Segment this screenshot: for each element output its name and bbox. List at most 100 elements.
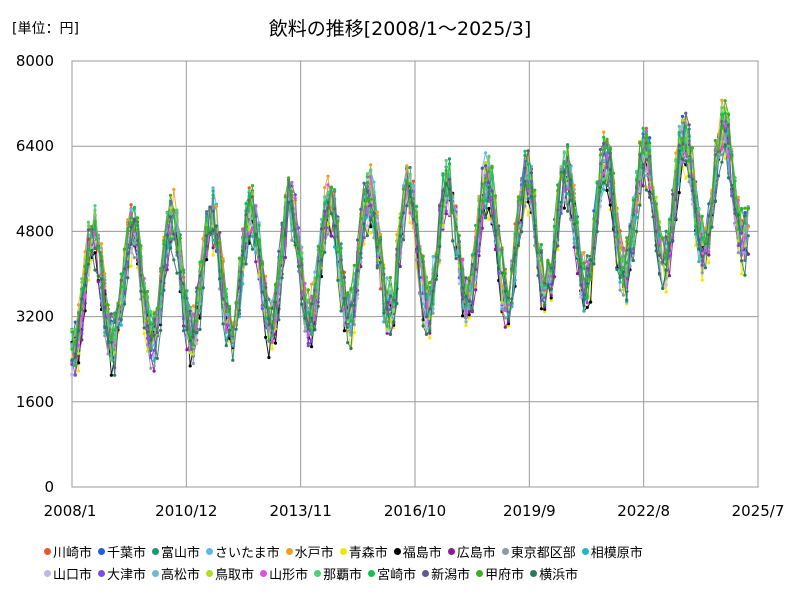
- series-point: [333, 188, 337, 192]
- series-point: [119, 318, 123, 322]
- series-point: [411, 217, 415, 221]
- series-point: [375, 219, 379, 223]
- series-point: [674, 151, 678, 155]
- legend-marker: [393, 547, 401, 555]
- series-point: [122, 302, 127, 306]
- series-point: [467, 276, 471, 280]
- x-tick-label: 2025/7: [732, 502, 785, 520]
- legend-item: 相模原市: [581, 542, 643, 561]
- series-point: [162, 288, 166, 292]
- series-point: [165, 263, 169, 267]
- series-point: [408, 182, 412, 186]
- series-point: [352, 331, 356, 335]
- series-point: [618, 233, 622, 237]
- series-point: [323, 209, 327, 213]
- series-point: [303, 297, 307, 302]
- series-point: [690, 177, 695, 181]
- series-point: [493, 229, 497, 233]
- series-point: [556, 248, 560, 252]
- series-point: [723, 124, 727, 128]
- series-point: [293, 243, 297, 247]
- series-point: [585, 296, 589, 300]
- series-point: [323, 216, 327, 220]
- series-point: [625, 298, 629, 302]
- series-point: [152, 369, 156, 373]
- series-point: [477, 219, 481, 223]
- series-point: [365, 234, 369, 238]
- series-point: [549, 287, 553, 291]
- legend-marker: [98, 569, 106, 577]
- series-point: [608, 168, 612, 172]
- series-point: [644, 188, 649, 192]
- series-point: [155, 306, 159, 310]
- series-point: [198, 309, 202, 313]
- series-point: [621, 257, 626, 261]
- series-point: [195, 331, 199, 335]
- series-point: [277, 276, 281, 280]
- series-point: [162, 265, 166, 269]
- series-point: [270, 340, 274, 344]
- series-point: [93, 251, 97, 255]
- series-point: [270, 333, 274, 338]
- series-point: [598, 185, 603, 189]
- series-point: [185, 325, 189, 329]
- series-point: [595, 180, 599, 184]
- series-point: [615, 267, 619, 271]
- legend-marker: [206, 569, 214, 577]
- series-point: [723, 129, 727, 133]
- series-point: [83, 250, 87, 254]
- series-point: [369, 163, 373, 167]
- series-point: [447, 157, 452, 161]
- legend-label: 広島市: [456, 545, 496, 561]
- series-point: [175, 250, 179, 254]
- series-point: [497, 267, 501, 271]
- legend-label: 千葉市: [107, 545, 147, 561]
- series-point: [106, 339, 110, 343]
- series-point: [441, 173, 445, 177]
- series-point: [382, 311, 386, 315]
- series-point: [310, 345, 314, 349]
- series-point: [585, 260, 589, 264]
- series-point: [674, 216, 678, 220]
- series-point: [339, 242, 343, 246]
- series-point: [467, 310, 471, 314]
- legend-label: 東京都区部: [510, 545, 576, 561]
- series-point: [529, 194, 534, 199]
- series-point: [687, 159, 691, 163]
- series-point: [388, 276, 392, 280]
- series-point: [644, 126, 649, 130]
- series-point: [106, 352, 110, 356]
- series-point: [99, 277, 104, 281]
- series-point: [165, 233, 169, 237]
- series-point: [431, 307, 435, 311]
- series-point: [703, 266, 708, 270]
- series-point: [572, 200, 576, 204]
- series-point: [667, 254, 672, 258]
- series-point: [359, 251, 363, 255]
- series-point: [720, 106, 724, 110]
- series-point: [329, 212, 333, 216]
- series-point: [369, 217, 373, 221]
- series-point: [329, 234, 333, 238]
- series-point: [313, 295, 317, 299]
- series-point: [559, 172, 563, 176]
- series-point: [211, 186, 215, 190]
- series-point: [349, 287, 353, 291]
- legend-item: 千葉市: [98, 542, 146, 561]
- series-point: [80, 297, 84, 301]
- series-point: [188, 339, 192, 343]
- series-point: [707, 253, 711, 257]
- series-point: [654, 229, 658, 233]
- series-point: [667, 217, 672, 222]
- series-point: [80, 331, 84, 335]
- series-point: [726, 112, 731, 116]
- series-point: [346, 291, 350, 295]
- series-point: [500, 271, 504, 275]
- series-point: [677, 149, 681, 153]
- series-point: [484, 161, 488, 165]
- series-point: [566, 177, 570, 181]
- series-point: [733, 207, 737, 212]
- legend-label: 水戸市: [294, 545, 334, 561]
- series-point: [572, 222, 576, 226]
- series-point: [211, 189, 215, 193]
